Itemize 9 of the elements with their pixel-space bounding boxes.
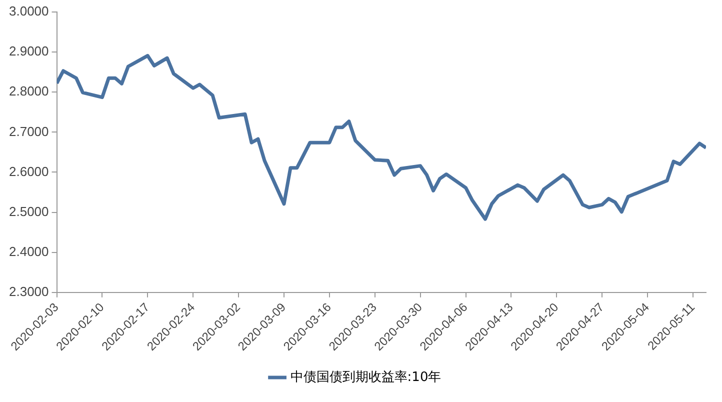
y-tick-label: 2.9000 xyxy=(8,44,49,59)
y-tick-label: 2.3000 xyxy=(8,284,49,299)
y-tick-label: 2.6000 xyxy=(8,164,49,179)
legend-label: 中债国债到期收益率:10年 xyxy=(290,368,442,385)
y-tick-label: 3.0000 xyxy=(8,4,49,19)
y-tick-label: 2.5000 xyxy=(8,204,49,219)
y-tick-label: 2.7000 xyxy=(8,124,49,139)
y-tick-label: 2.4000 xyxy=(8,244,49,259)
y-tick-label: 2.8000 xyxy=(8,84,49,99)
